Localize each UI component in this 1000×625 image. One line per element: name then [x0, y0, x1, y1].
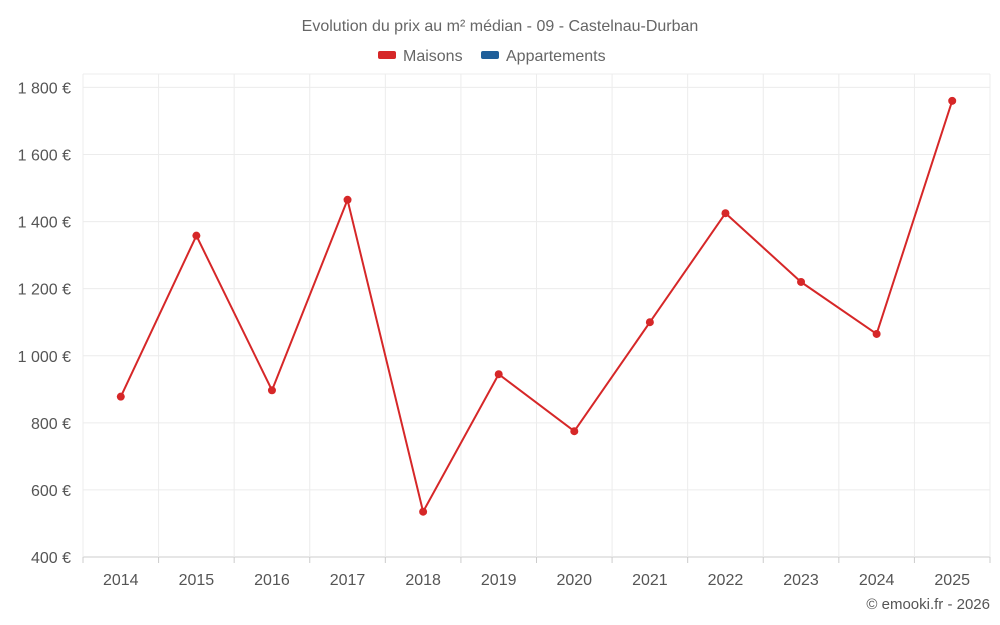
legend-swatch-appartements — [481, 51, 499, 59]
x-tick-label: 2014 — [103, 572, 139, 589]
data-point[interactable] — [872, 329, 881, 338]
footer-credit: © emooki.fr - 2026 — [866, 596, 990, 613]
y-tick-label: 1 600 € — [18, 148, 71, 165]
x-tick-label: 2019 — [481, 572, 517, 589]
y-tick-label: 1 400 € — [18, 215, 71, 232]
y-tick-label: 800 € — [31, 416, 71, 433]
data-point[interactable] — [192, 231, 201, 240]
x-tick-label: 2024 — [859, 572, 895, 589]
x-tick-label: 2017 — [330, 572, 366, 589]
series-line-maisons — [119, 100, 954, 513]
x-tick-label: 2015 — [179, 572, 215, 589]
y-tick-label: 1 200 € — [18, 282, 71, 299]
legend-label-maisons: Maisons — [403, 48, 463, 65]
data-point[interactable] — [948, 96, 957, 105]
x-gridlines — [82, 74, 991, 557]
data-point[interactable] — [570, 427, 579, 436]
y-tick-label: 1 000 € — [18, 349, 71, 366]
legend-item-maisons[interactable]: Maisons — [378, 48, 463, 65]
y-tick-label: 400 € — [31, 550, 71, 567]
data-point[interactable] — [721, 209, 730, 218]
series-points — [116, 96, 957, 516]
x-tick-label: 2022 — [708, 572, 744, 589]
x-tick-label: 2025 — [934, 572, 970, 589]
x-tick-label: 2016 — [254, 572, 290, 589]
x-tick-label: 2020 — [556, 572, 592, 589]
y-axis: 400 € 600 € 800 € 1 000 € 1 200 € 1 400 € 1 60… — [18, 80, 71, 567]
data-point[interactable] — [267, 386, 276, 395]
legend-item-appartements[interactable]: Appartements — [481, 48, 606, 65]
legend: Maisons Appartements — [378, 48, 606, 65]
x-axis: 2014 2015 2016 2017 2018 2019 2020 2021 2022 2023… — [82, 557, 991, 589]
data-point[interactable] — [419, 507, 428, 516]
chart-title: Evolution du prix au m² médian - 09 - Ca… — [302, 18, 699, 35]
data-point[interactable] — [645, 318, 654, 327]
x-tick-label: 2023 — [783, 572, 819, 589]
y-tick-label: 600 € — [31, 483, 71, 500]
series-lines — [119, 100, 954, 513]
data-point[interactable] — [343, 195, 352, 204]
data-point[interactable] — [797, 277, 806, 286]
legend-swatch-maisons — [378, 51, 396, 59]
y-tick-label: 1 800 € — [18, 80, 71, 97]
data-point[interactable] — [494, 370, 503, 379]
legend-label-appartements: Appartements — [506, 48, 606, 65]
data-point[interactable] — [116, 392, 125, 401]
x-tick-label: 2018 — [405, 572, 441, 589]
x-tick-label: 2021 — [632, 572, 668, 589]
